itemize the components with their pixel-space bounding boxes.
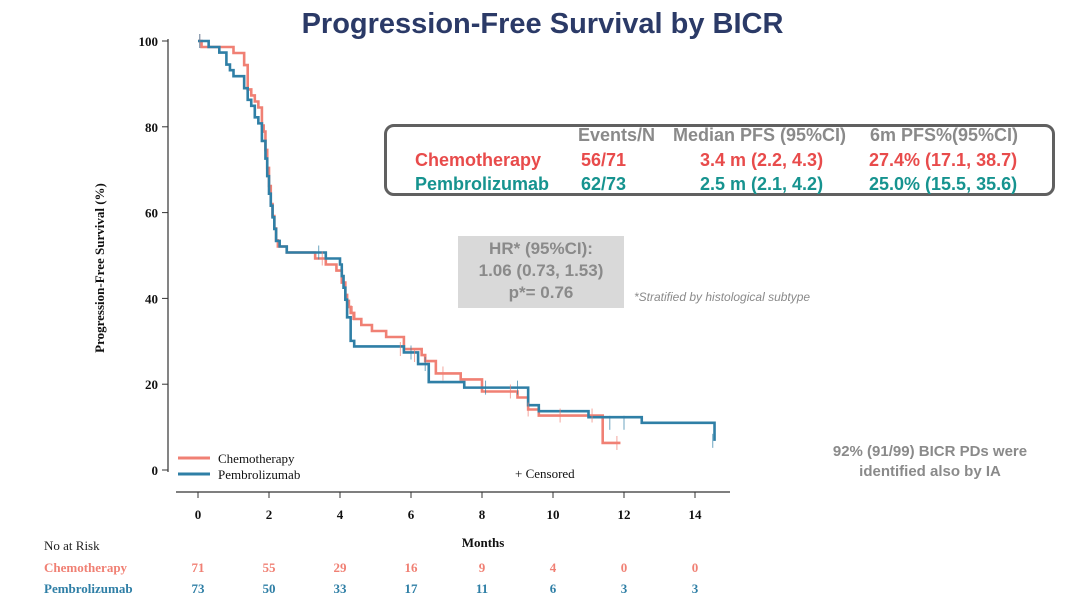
ia-note-line2: identified also by IA: [859, 463, 1001, 480]
series-line-chemotherapy: [198, 39, 621, 445]
series-line-pembrolizumab: [198, 39, 716, 441]
row-chemo-events: 56/71: [581, 150, 627, 170]
risk-table-title: No at Risk: [44, 538, 100, 553]
x-tick-label: 4: [337, 507, 344, 522]
x-axis-label: Months: [462, 535, 505, 550]
risk-value: 50: [262, 581, 276, 596]
hr-line2: 1.06 (0.73, 1.53): [478, 261, 604, 280]
y-tick-label: 100: [139, 34, 159, 49]
row-chemo-arm: Chemotherapy: [415, 150, 542, 170]
summary-table-box: [384, 124, 1055, 196]
header-events: Events/N: [578, 125, 656, 145]
page-title: Progression-Free Survival by BICR: [301, 8, 784, 40]
row-pembro-arm: Pembrolizumab: [415, 174, 550, 194]
risk-value: 3: [620, 581, 628, 596]
x-tick-label: 6: [408, 507, 415, 522]
risk-value: 3: [691, 581, 699, 596]
ia-note: 92% (91/99) BICR PDs were identified als…: [800, 442, 1060, 482]
hazard-ratio-box: HR* (95%CI): 1.06 (0.73, 1.53) p*= 0.76: [458, 236, 624, 308]
risk-value: 4: [549, 560, 557, 575]
risk-value: 73: [191, 581, 205, 596]
risk-value: 11: [475, 581, 489, 596]
risk-label-pembro: Pembrolizumab: [44, 581, 133, 596]
survival-curves: [198, 39, 716, 445]
risk-value: 33: [333, 581, 347, 596]
risk-value: 55: [262, 560, 276, 575]
hr-line3: p*= 0.76: [508, 283, 574, 302]
y-axis-label: Progression-Free Survival (%): [92, 183, 107, 353]
risk-label-chemo: Chemotherapy: [44, 560, 128, 575]
x-tick-label: 14: [689, 507, 703, 522]
risk-value: 0: [691, 560, 699, 575]
y-tick-label: 40: [145, 291, 158, 306]
row-chemo-6m: 27.4% (17.1, 38.7): [869, 150, 1018, 170]
risk-value: 16: [404, 560, 418, 575]
y-tick-label: 20: [145, 377, 158, 392]
risk-value: 6: [549, 581, 557, 596]
risk-value: 0: [620, 560, 628, 575]
row-pembro-events: 62/73: [581, 174, 627, 194]
x-tick-label: 0: [195, 507, 202, 522]
x-tick-label: 2: [266, 507, 273, 522]
risk-value: 29: [333, 560, 347, 575]
stratified-note: *Stratified by histological subtype: [634, 290, 811, 304]
x-tick-label: 8: [479, 507, 486, 522]
risk-value: 71: [191, 560, 205, 575]
hr-line1: HR* (95%CI):: [489, 239, 593, 258]
header-6m: 6m PFS%(95%CI): [870, 125, 1019, 145]
legend-label-chemotherapy: Chemotherapy: [218, 451, 295, 466]
censored-label: + Censored: [515, 466, 575, 481]
risk-value: 17: [404, 581, 418, 596]
y-tick-label: 0: [152, 463, 159, 478]
x-tick-label: 12: [618, 507, 631, 522]
row-pembro-median: 2.5 m (2.1, 4.2): [700, 174, 824, 194]
risk-value: 9: [478, 560, 486, 575]
x-tick-label: 10: [547, 507, 560, 522]
y-tick-label: 60: [145, 206, 158, 221]
plot-axes: 0 20 40 60 80 100 0 2 4 6 8 10 12 14 Months Progression…: [92, 34, 730, 550]
censor-marks: [199, 34, 714, 450]
ia-note-line1: 92% (91/99) BICR PDs were: [832, 443, 1028, 460]
row-pembro-6m: 25.0% (15.5, 35.6): [869, 174, 1018, 194]
legend-label-pembrolizumab: Pembrolizumab: [218, 467, 300, 482]
row-chemo-median: 3.4 m (2.2, 4.3): [700, 150, 824, 170]
header-median: Median PFS (95%CI): [673, 125, 847, 145]
y-tick-label: 80: [145, 120, 158, 135]
